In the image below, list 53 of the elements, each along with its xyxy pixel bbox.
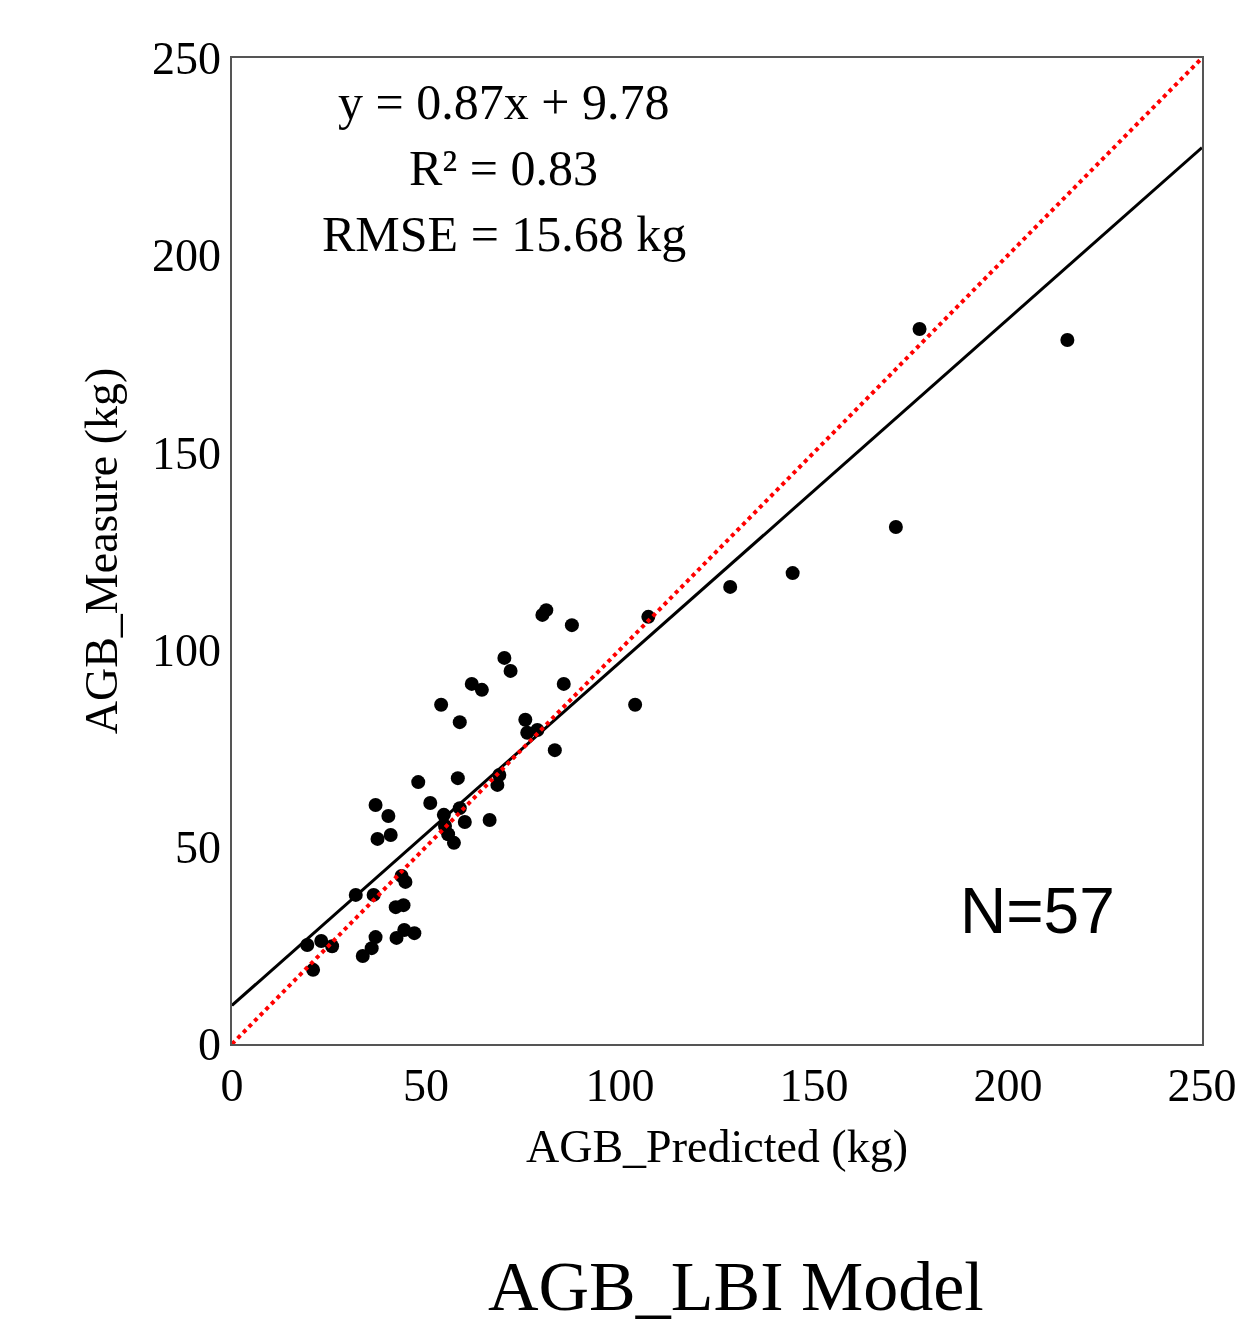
point (423, 796, 438, 811)
point (407, 926, 422, 941)
point (464, 676, 479, 691)
point (355, 949, 370, 964)
point (368, 930, 383, 945)
point (482, 812, 497, 827)
point (446, 835, 461, 850)
point (434, 697, 449, 712)
point (396, 898, 411, 913)
y-axis-title: AGB_Measure (kg) (75, 367, 127, 735)
y-tick-label: 150 (152, 427, 222, 479)
point (912, 321, 927, 336)
x-tick-label: 100 (585, 1059, 655, 1111)
point (398, 874, 413, 889)
y-tick-label: 250 (152, 33, 222, 85)
x-tick-label: 150 (779, 1059, 849, 1111)
point (364, 941, 379, 956)
point (503, 663, 518, 678)
x-axis-title: AGB_Predicted (kg) (526, 1121, 908, 1173)
y-tick-label: 200 (152, 230, 222, 282)
x-tick-label: 200 (973, 1059, 1043, 1111)
point (888, 519, 903, 534)
x-tick-label: 250 (1167, 1059, 1237, 1111)
annotation: y = 0.87x + 9.78 (338, 74, 670, 130)
point (474, 682, 489, 697)
point (518, 712, 533, 727)
point (383, 827, 398, 842)
y-tick-label: 50 (175, 821, 222, 873)
point (457, 814, 472, 829)
point (452, 715, 467, 730)
y-tick-label: 100 (152, 624, 222, 676)
point (450, 771, 465, 786)
point (1060, 333, 1075, 347)
annotation: R² = 0.83 (409, 140, 599, 196)
annotation: N=57 (960, 875, 1115, 947)
point (564, 618, 579, 633)
annotation: RMSE = 15.68 kg (322, 206, 687, 262)
point (723, 579, 738, 594)
point (539, 603, 554, 618)
text: AGB_LBI Model (488, 1248, 984, 1325)
y-tick-label: 0 (198, 1019, 222, 1071)
point (785, 566, 800, 581)
point (368, 797, 383, 812)
point (381, 809, 396, 824)
point (411, 775, 426, 790)
point (314, 934, 329, 949)
point (628, 697, 643, 712)
point (556, 676, 571, 691)
point (547, 743, 562, 758)
point (497, 650, 512, 665)
x-tick-label: 50 (403, 1059, 449, 1111)
point (370, 831, 385, 846)
point (306, 962, 321, 977)
